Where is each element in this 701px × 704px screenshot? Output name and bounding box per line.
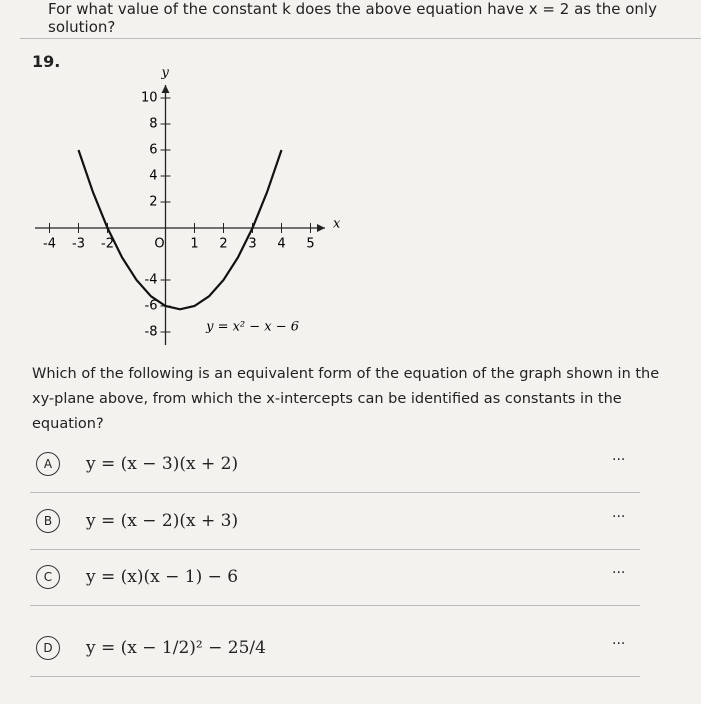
x-tick-label: 5 bbox=[306, 237, 314, 252]
x-tick-label: -2 bbox=[101, 237, 114, 252]
choice-menu[interactable]: ... bbox=[612, 632, 626, 648]
y-tick-label: -6 bbox=[145, 299, 158, 314]
graph: x y -4 -3 -2 O 1 2 3 4 5 10 8 6 4 2 -4 -6 -8 y = x² − x − 6 bbox=[35, 66, 340, 345]
question: Which of the following is an equivalent … bbox=[32, 366, 660, 432]
choice-menu[interactable]: ... bbox=[612, 448, 626, 464]
y-tick-label: 10 bbox=[141, 91, 158, 106]
x-tick-label: 2 bbox=[219, 237, 227, 252]
choice-text: y = (x − 3)(x + 2) bbox=[86, 454, 239, 474]
y-arrow bbox=[161, 85, 170, 93]
choice-letter: B bbox=[36, 509, 60, 533]
rule bbox=[20, 38, 701, 39]
x-tick-label: -4 bbox=[43, 237, 56, 252]
choice-letter: D bbox=[36, 636, 60, 660]
choice-letter: C bbox=[36, 565, 60, 589]
x-tick-label: -3 bbox=[72, 237, 85, 252]
question-number: 19. bbox=[32, 52, 61, 71]
y-tick-label: -8 bbox=[145, 325, 158, 340]
choice-letter: A bbox=[36, 452, 60, 476]
choice-text: y = (x − 1/2)² − 25/4 bbox=[86, 638, 266, 658]
y-tick-label: 6 bbox=[149, 143, 157, 158]
y-tick-label: 2 bbox=[149, 195, 157, 210]
x-tick-label: 1 bbox=[190, 237, 198, 252]
y-tick-label: -4 bbox=[145, 273, 158, 288]
y-tick-label: 8 bbox=[149, 117, 157, 132]
x-tick-label: 4 bbox=[277, 237, 285, 252]
choice-menu[interactable]: ... bbox=[612, 505, 626, 521]
x-axis-label: x bbox=[333, 217, 340, 232]
curve-label: y = x² − x − 6 bbox=[205, 319, 299, 334]
choice-menu[interactable]: ... bbox=[612, 561, 626, 577]
x-tick-label: 3 bbox=[248, 237, 256, 252]
y-axis-label: y bbox=[161, 66, 170, 81]
rule bbox=[30, 549, 640, 550]
header: For what value of the constant k does th… bbox=[48, 0, 657, 36]
rule bbox=[30, 605, 640, 606]
rule bbox=[30, 492, 640, 493]
x-arrow bbox=[317, 224, 325, 232]
choice-text: y = (x − 2)(x + 3) bbox=[86, 511, 239, 531]
y-tick-label: 4 bbox=[149, 169, 157, 184]
parabola bbox=[77, 149, 283, 311]
rule bbox=[30, 676, 640, 677]
x-tick-label: O bbox=[154, 237, 164, 252]
choice-text: y = (x)(x − 1) − 6 bbox=[86, 567, 239, 587]
